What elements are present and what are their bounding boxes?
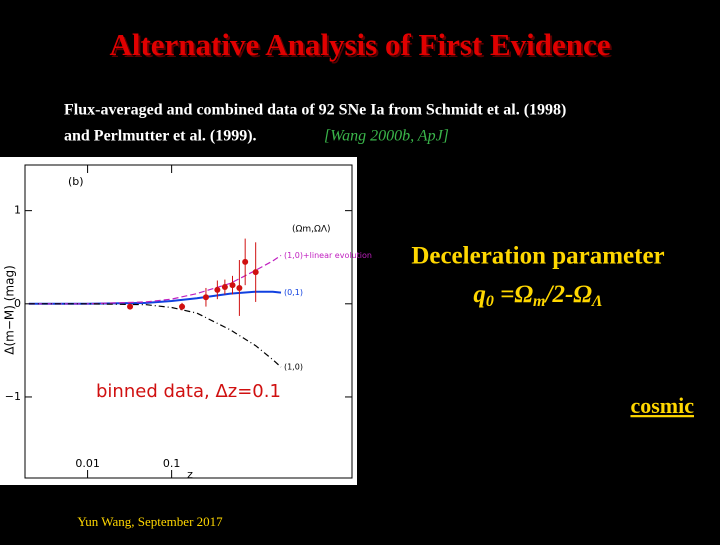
curve-label: (1,0) — [284, 363, 303, 372]
formula-part: Λ — [591, 293, 603, 310]
y-tick-label: −1 — [5, 390, 21, 403]
link[interactable]: cosmic — [630, 393, 694, 418]
formula-part: =Ω — [494, 281, 533, 308]
formula-part: q — [473, 281, 486, 308]
title: Alternative Analysis of First Evidence — [109, 27, 610, 62]
formula-part: /2-Ω — [544, 281, 593, 308]
y-tick-label: 1 — [14, 204, 21, 217]
panel-label: (b) — [68, 175, 84, 188]
data-point — [127, 303, 134, 310]
plot: (b) binned data, Δz=0.1 z Δ(m−M) (mag) (… — [0, 157, 372, 485]
x-tick-label: 0.01 — [75, 457, 100, 470]
plot-background — [0, 157, 357, 485]
curve — [28, 303, 282, 368]
data-point — [229, 282, 236, 289]
plot-frame — [24, 164, 353, 479]
y-axis-label: Δ(m−M) (mag) — [3, 265, 17, 355]
citation: [Wang 2000b, ApJ] — [324, 128, 449, 145]
data-point — [242, 258, 249, 265]
footer: Yun Wang, September 2017 — [77, 514, 223, 529]
data-point — [236, 284, 243, 291]
title-shadow: Alternative Analysis of First Evidence — [111, 29, 612, 64]
formula: q0 =Ωm/2-ΩΛ — [473, 281, 602, 310]
data-point — [252, 269, 259, 276]
x-tick-label: 0.1 — [163, 457, 181, 470]
curve-label: (0,1) — [284, 288, 303, 297]
curve-label: (1,0)+linear evolution — [284, 251, 372, 260]
x-axis-label: z — [187, 468, 193, 481]
y-tick-label: 0 — [14, 297, 21, 310]
legend-title: (Ωm,ΩΛ) — [292, 225, 331, 235]
data-point — [221, 284, 228, 291]
annotation: binned data, Δz=0.1 — [96, 381, 281, 402]
data-point — [202, 294, 209, 301]
formula-part: m — [533, 293, 545, 310]
curve — [28, 254, 282, 305]
formula-part: 0 — [486, 293, 494, 310]
caption: Flux-averaged and combined data of 92 SN… — [64, 102, 566, 119]
data-point — [179, 303, 186, 310]
heading: Deceleration parameter — [411, 243, 664, 270]
data-point — [214, 286, 221, 293]
caption: and Perlmutter et al. (1999). — [64, 128, 257, 145]
